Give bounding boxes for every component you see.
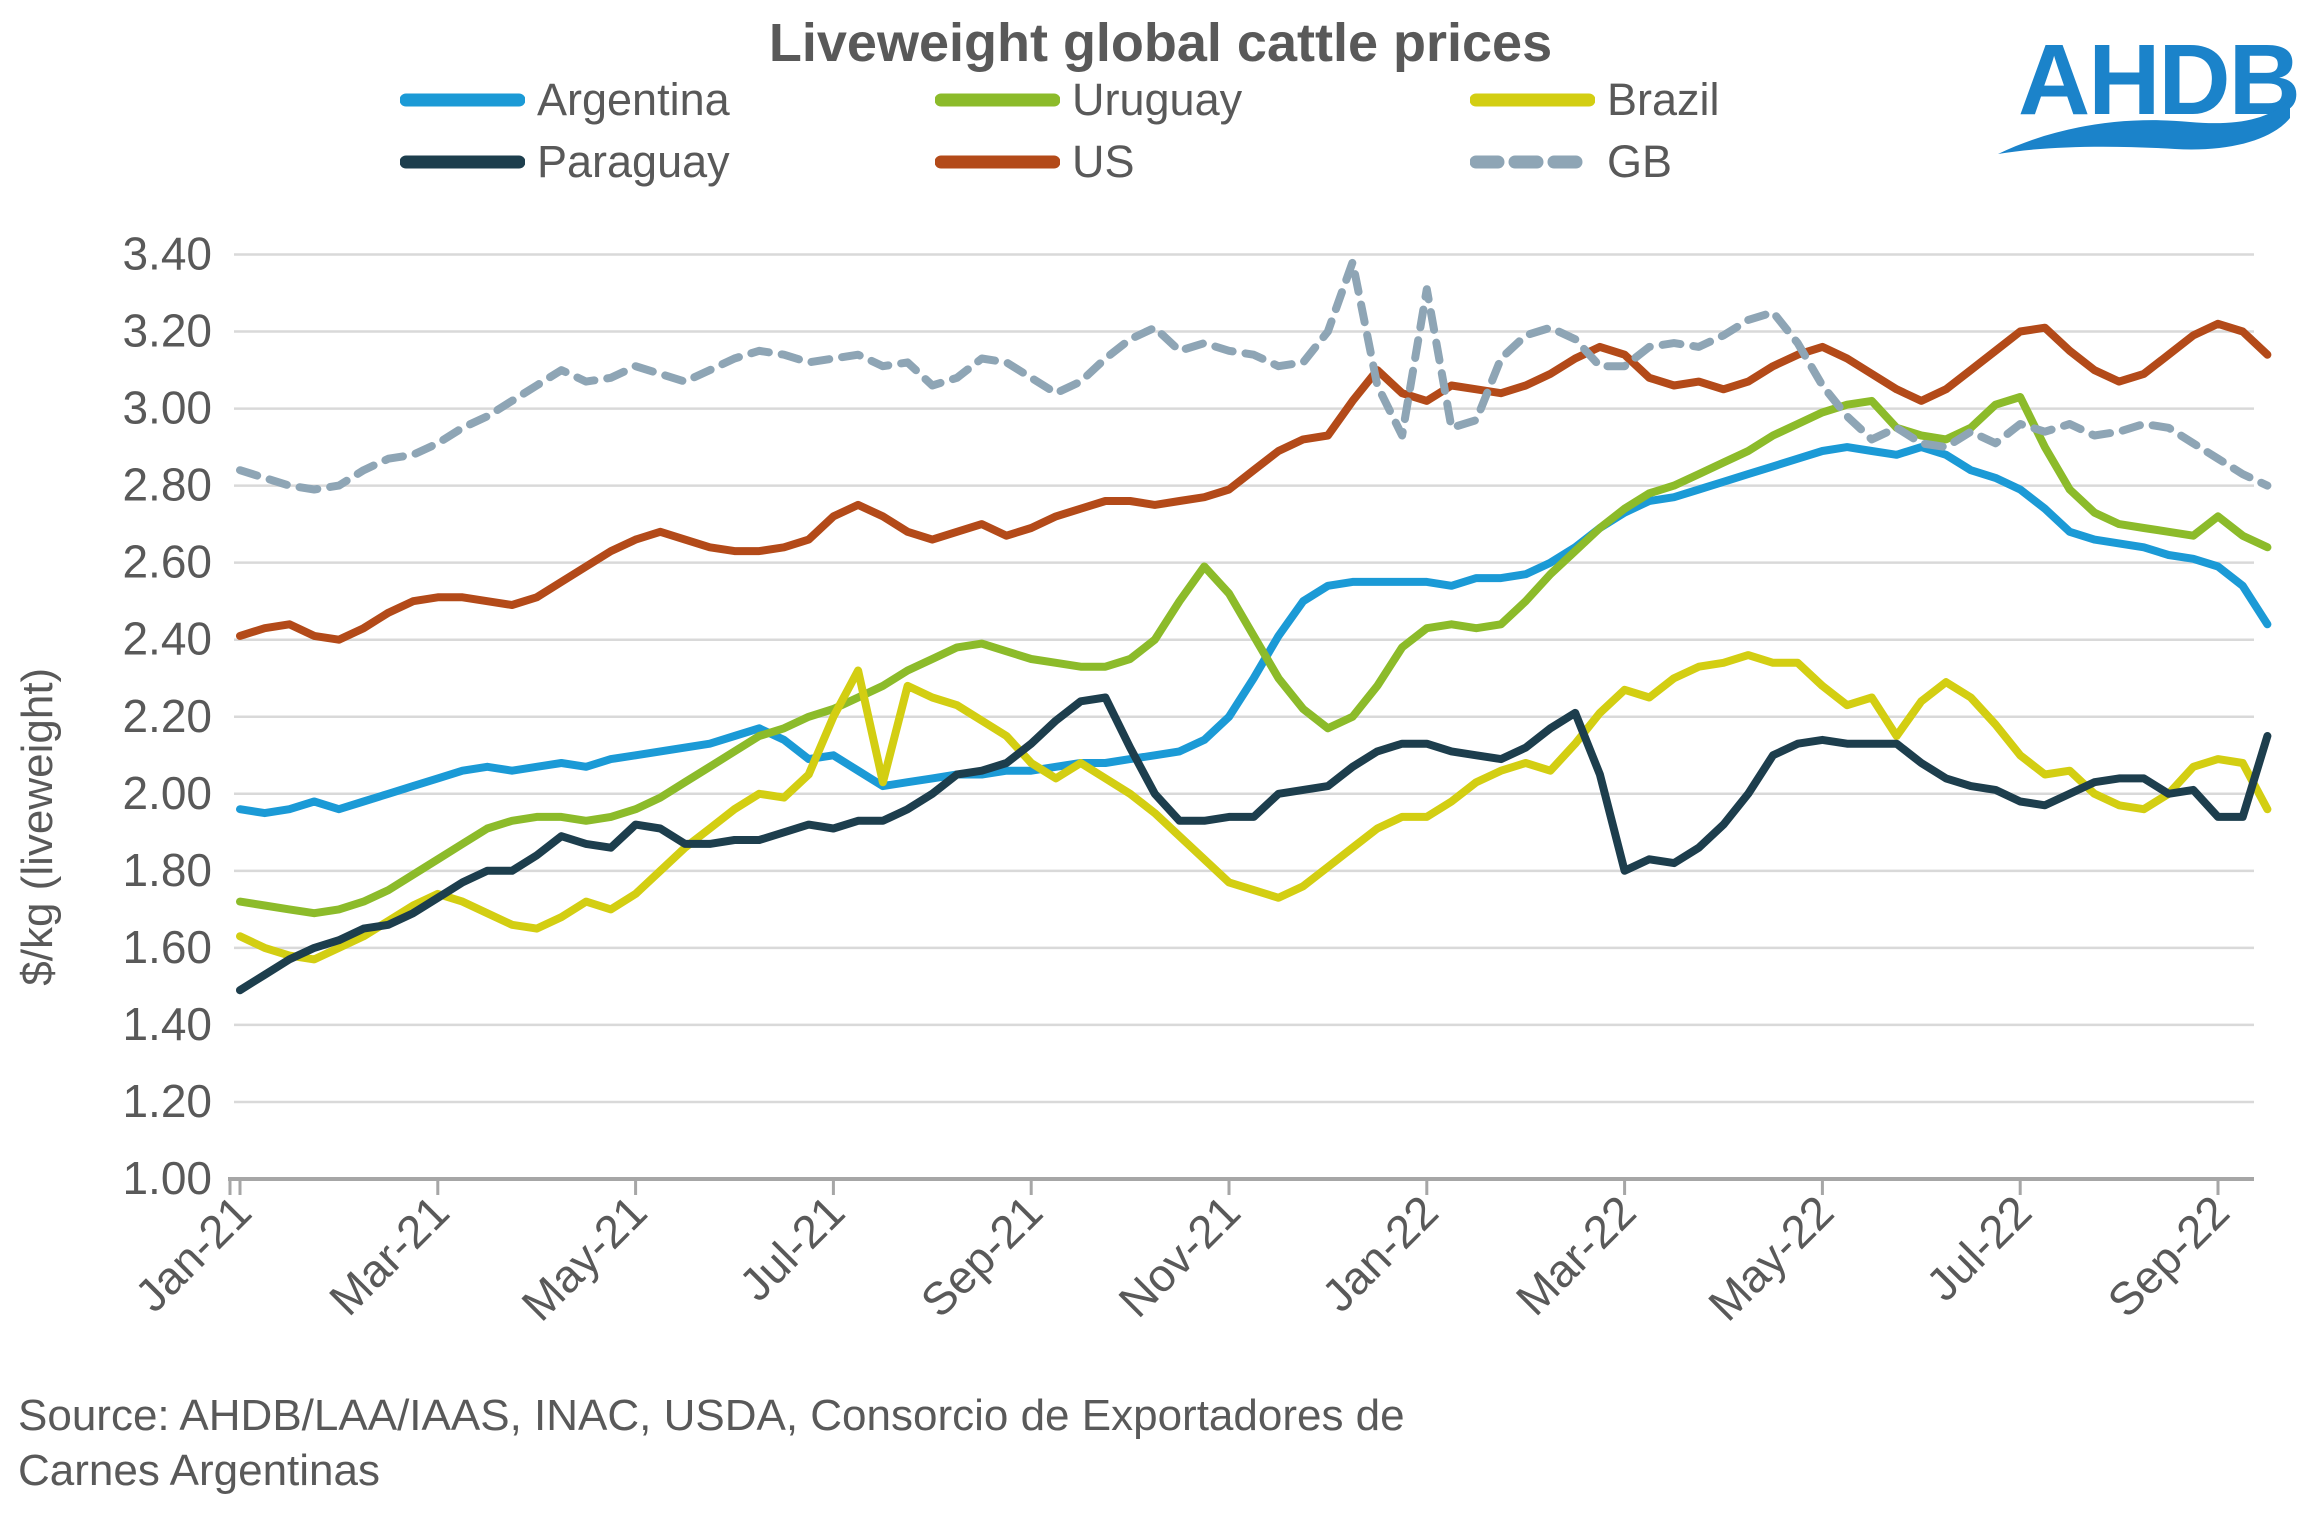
legend-label-argentina: Argentina bbox=[537, 74, 730, 125]
legend-label-paraguay: Paraguay bbox=[537, 136, 730, 187]
y-tick-label-1.00: 1.00 bbox=[122, 1152, 212, 1204]
legend-item-brazil: Brazil bbox=[1470, 74, 2030, 126]
y-tick-label-1.20: 1.20 bbox=[122, 1075, 212, 1127]
legend-label-gb: GB bbox=[1607, 136, 1673, 187]
series-line-brazil bbox=[236, 651, 2272, 964]
y-axis-title: $/kg (liveweight) bbox=[13, 668, 62, 986]
legend-swatch-gb bbox=[1470, 155, 1595, 169]
x-tick-label-Mar-21: Mar-21 bbox=[319, 1185, 459, 1325]
y-tick-label-2.80: 2.80 bbox=[122, 459, 212, 511]
legend-item-us: US bbox=[935, 136, 1470, 188]
legend-swatch-uruguay bbox=[935, 93, 1060, 107]
source-note: Source: AHDB/LAA/IAAS, INAC, USDA, Conso… bbox=[18, 1391, 1405, 1495]
x-tick-label-May-22: May-22 bbox=[1698, 1185, 1843, 1330]
x-tick-label-Jan-21: Jan-21 bbox=[125, 1185, 261, 1321]
legend-swatch-us bbox=[935, 155, 1060, 169]
legend-item-gb: GB bbox=[1470, 136, 2030, 188]
x-tick-label-Sep-22: Sep-22 bbox=[2097, 1185, 2239, 1327]
legend-swatch-brazil bbox=[1470, 93, 1595, 107]
y-tick-label-2.40: 2.40 bbox=[122, 613, 212, 665]
ahdb-logo: AHDB bbox=[1998, 24, 2300, 154]
legend-item-paraguay: Paraguay bbox=[400, 136, 935, 188]
legend-label-us: US bbox=[1072, 136, 1135, 187]
x-tick-label-Sep-21: Sep-21 bbox=[911, 1185, 1053, 1327]
y-tick-label-3.00: 3.00 bbox=[122, 382, 212, 434]
x-tick-label-Jul-21: Jul-21 bbox=[729, 1185, 854, 1310]
y-tick-label-2.60: 2.60 bbox=[122, 536, 212, 588]
ahdb-logo-text: AHDB bbox=[2018, 24, 2299, 136]
x-tick-label-Jul-22: Jul-22 bbox=[1916, 1185, 2041, 1310]
legend-label-brazil: Brazil bbox=[1607, 74, 1720, 125]
x-tick-label-Mar-22: Mar-22 bbox=[1506, 1185, 1646, 1325]
x-tick-label-Jan-22: Jan-22 bbox=[1312, 1185, 1448, 1321]
series-line-paraguay bbox=[236, 693, 2272, 995]
legend-swatch-argentina bbox=[400, 93, 525, 107]
legend-swatch-paraguay bbox=[400, 155, 525, 169]
series-line-uruguay bbox=[236, 393, 2272, 918]
x-axis: Jan-21 Mar-21 May-21 Jul-21 Sep-21 Nov-21 Jan-… bbox=[125, 1177, 2254, 1331]
x-tick-label-Nov-21: Nov-21 bbox=[1108, 1185, 1250, 1327]
legend-label-uruguay: Uruguay bbox=[1072, 74, 1243, 125]
gridlines bbox=[234, 253, 2254, 1104]
y-tick-label-1.60: 1.60 bbox=[122, 921, 212, 973]
series-line-gb bbox=[236, 258, 2272, 494]
series-line-us bbox=[236, 319, 2272, 644]
y-tick-label-3.20: 3.20 bbox=[122, 305, 212, 357]
x-tick-label-May-21: May-21 bbox=[511, 1185, 656, 1330]
legend-item-uruguay: Uruguay bbox=[935, 74, 1470, 126]
chart-title: Liveweight global cattle prices bbox=[768, 13, 1553, 73]
ahdb-logo-wave bbox=[1998, 100, 2290, 154]
y-tick-label-1.40: 1.40 bbox=[122, 998, 212, 1050]
y-tick-label-1.80: 1.80 bbox=[122, 844, 212, 896]
y-axis-labels: 1.00 1.20 1.40 1.60 1.80 2.00 2.20 2.40 2.60 2.80… bbox=[122, 228, 212, 1205]
y-tick-label-2.00: 2.00 bbox=[122, 767, 212, 819]
y-tick-label-2.20: 2.20 bbox=[122, 690, 212, 742]
legend-item-argentina: Argentina bbox=[400, 74, 935, 126]
y-tick-label-3.40: 3.40 bbox=[122, 228, 212, 280]
chart-legend: Argentina Uruguay Brazil Paraguay US GB bbox=[400, 74, 2030, 188]
series-line-argentina bbox=[236, 443, 2272, 818]
